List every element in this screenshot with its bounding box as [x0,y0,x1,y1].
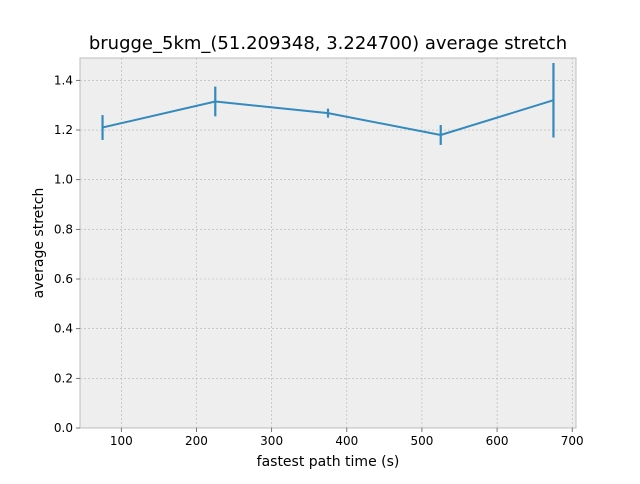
y-tick-label: 0.0 [54,421,73,435]
chart-title: brugge_5km_(51.209348, 3.224700) average… [89,33,567,54]
y-axis-ticks: 0.0 0.2 0.4 0.6 0.8 1.0 1.2 1.4 [54,73,80,435]
plot-frame [79,57,577,429]
x-tick-label: 100 [110,434,133,448]
x-axis-ticks: 100 200 300 400 500 600 700 [110,428,584,448]
x-axis-label: fastest path time (s) [257,454,400,470]
y-tick-label: 1.0 [54,173,73,187]
y-tick-label: 0.2 [54,371,73,385]
x-tick-label: 200 [185,434,208,448]
series-group [101,62,555,145]
y-axis-label: average stretch [31,188,47,299]
y-tick-label: 1.2 [54,123,73,137]
x-tick-label: 600 [486,434,509,448]
x-tick-label: 500 [410,434,433,448]
x-tick-label: 300 [260,434,283,448]
x-tick-label: 700 [561,434,584,448]
y-tick-label: 1.4 [54,73,73,87]
y-tick-label: 0.6 [54,272,73,286]
y-tick-label: 0.8 [54,222,73,236]
y-tick-label: 0.4 [54,322,73,336]
x-tick-label: 400 [335,434,358,448]
